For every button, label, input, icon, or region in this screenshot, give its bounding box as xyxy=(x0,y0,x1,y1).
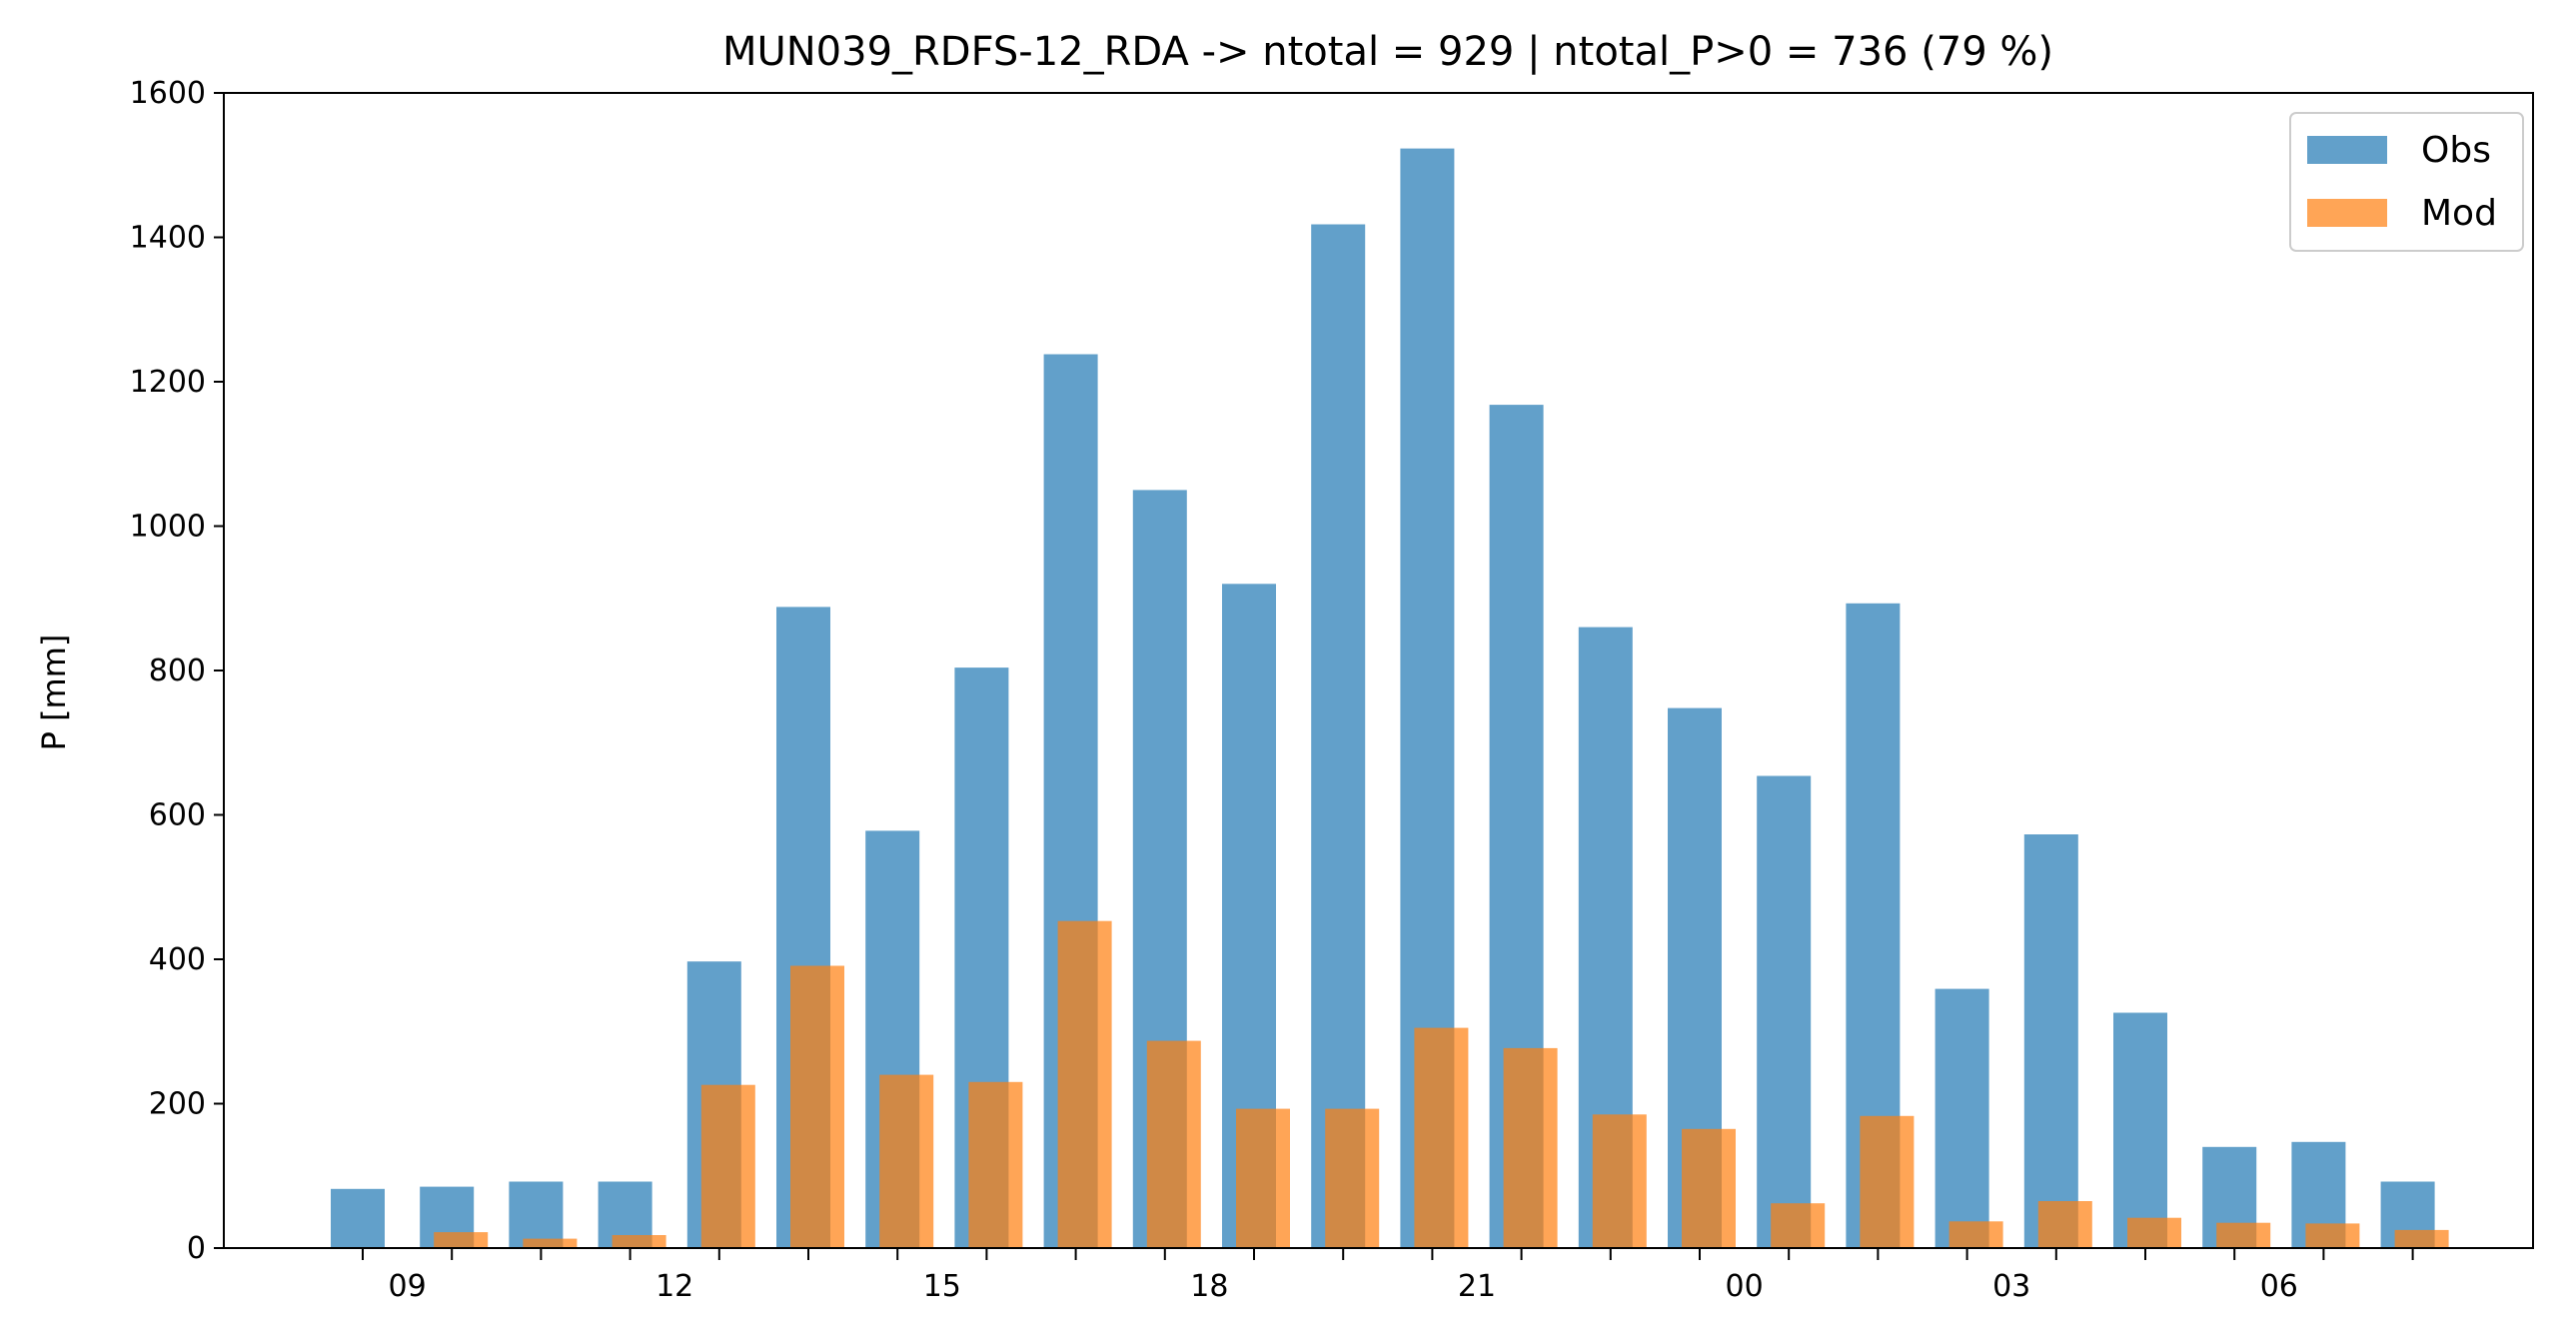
bar-mod-22 xyxy=(1592,1114,1647,1248)
bar-mod-13 xyxy=(790,965,844,1248)
bar-obs-2 xyxy=(1934,988,1989,1248)
bar-obs-0 xyxy=(1757,775,1812,1248)
x-tick-label-15: 15 xyxy=(923,1269,961,1304)
bar-mod-5 xyxy=(2216,1222,2271,1248)
bar-obs-3 xyxy=(2023,834,2078,1248)
bar-obs-10 xyxy=(509,1181,564,1248)
bar-mod-12 xyxy=(700,1084,755,1248)
bar-obs-8 xyxy=(331,1188,385,1248)
y-tick-label-400: 400 xyxy=(149,942,206,977)
x-tick-label-12: 12 xyxy=(655,1269,693,1304)
y-tick-label-1600: 1600 xyxy=(130,76,206,111)
legend-swatch-mod xyxy=(2307,199,2387,227)
x-tick-label-09: 09 xyxy=(389,1269,427,1304)
x-tick-label-00: 00 xyxy=(1726,1269,1764,1304)
bar-mod-18 xyxy=(1236,1108,1290,1248)
bar-mod-14 xyxy=(879,1074,934,1248)
x-tick-label-18: 18 xyxy=(1190,1269,1228,1304)
bar-mod-16 xyxy=(1057,920,1112,1248)
series-mod-bars xyxy=(434,920,2449,1248)
y-tick-label-1200: 1200 xyxy=(130,365,206,400)
bar-mod-6 xyxy=(2305,1223,2360,1248)
x-tick-label-03: 03 xyxy=(1992,1269,2030,1304)
bar-obs-19 xyxy=(1311,224,1366,1248)
bar-mod-4 xyxy=(2127,1217,2181,1248)
x-tick-label-06: 06 xyxy=(2260,1269,2298,1304)
bar-mod-11 xyxy=(612,1235,666,1248)
x-axis: 09 12 15 18 21 00 03 06 xyxy=(362,1248,2414,1304)
bar-obs-4 xyxy=(2113,1012,2167,1248)
y-axis: 0 200 400 600 800 1000 1200 1400 1600 xyxy=(130,76,224,1266)
y-tick-label-1400: 1400 xyxy=(130,221,206,256)
x-tick-label-21: 21 xyxy=(1458,1269,1496,1304)
bar-mod-3 xyxy=(2037,1201,2092,1248)
bar-mod-1 xyxy=(1860,1115,1915,1248)
bar-mod-0 xyxy=(1771,1203,1826,1248)
y-tick-label-1000: 1000 xyxy=(130,510,206,545)
bar-mod-15 xyxy=(968,1081,1023,1248)
bar-mod-20 xyxy=(1414,1027,1469,1248)
bar-mod-21 xyxy=(1503,1047,1558,1248)
y-tick-label-200: 200 xyxy=(149,1087,206,1122)
legend-label-mod: Mod xyxy=(2421,193,2497,234)
bar-mod-19 xyxy=(1325,1108,1380,1248)
bar-mod-10 xyxy=(523,1238,578,1248)
bar-mod-23 xyxy=(1682,1128,1736,1248)
bar-mod-17 xyxy=(1146,1040,1201,1248)
bar-mod-9 xyxy=(434,1232,489,1248)
bar-mod-2 xyxy=(1948,1221,2003,1248)
legend-label-obs: Obs xyxy=(2421,130,2491,171)
y-tick-label-800: 800 xyxy=(149,654,206,688)
chart-title: MUN039_RDFS-12_RDA -> ntotal = 929 | nto… xyxy=(722,29,2053,75)
y-tick-label-0: 0 xyxy=(187,1231,206,1266)
legend-swatch-obs xyxy=(2307,136,2387,164)
legend: Obs Mod xyxy=(2289,112,2524,252)
y-tick-label-600: 600 xyxy=(149,798,206,833)
y-axis-title: P [mm] xyxy=(35,635,73,751)
bar-mod-7 xyxy=(2394,1229,2449,1248)
